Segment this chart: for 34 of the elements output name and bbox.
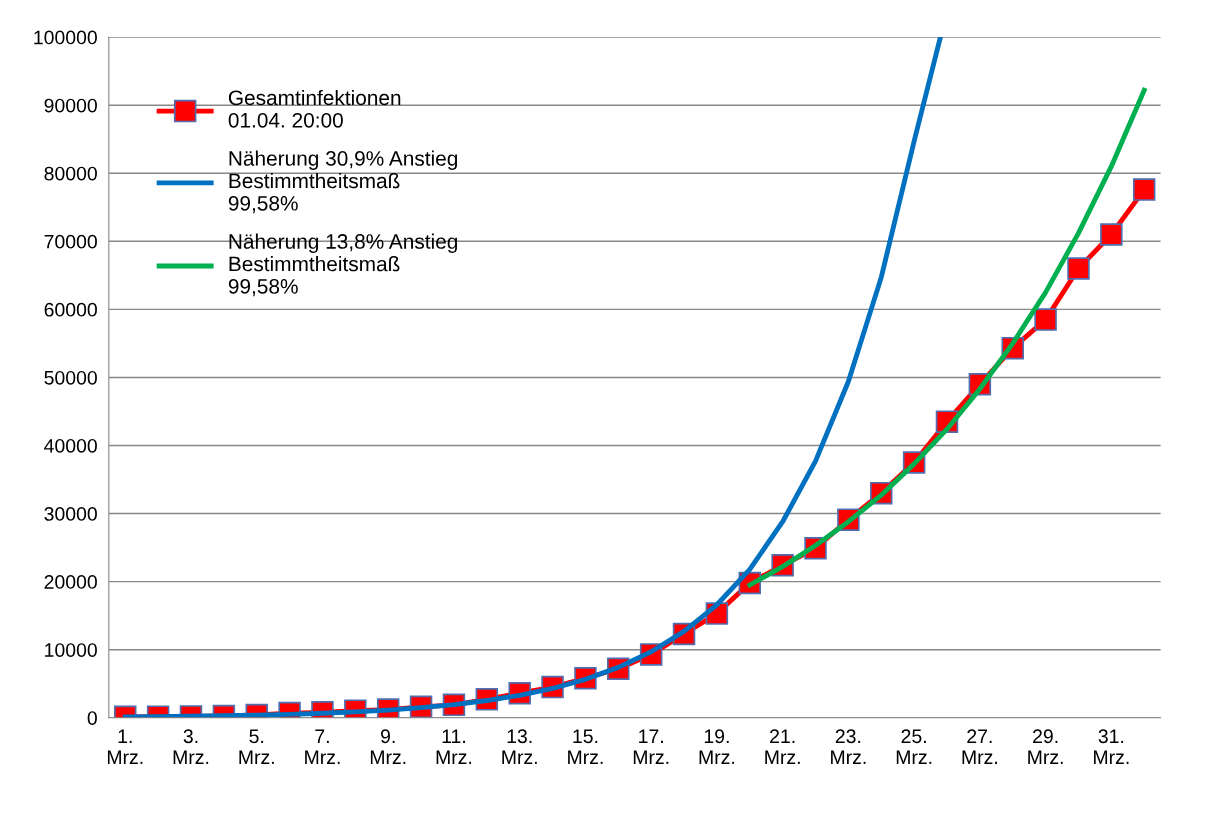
x-tick-label: 23. Mrz. bbox=[831, 729, 866, 764]
x-tick-label: 31. Mrz. bbox=[1094, 729, 1129, 764]
y-tick-label: 100000 bbox=[34, 30, 97, 45]
legend-label: Gesamtinfektionen 01.04. 20:00 bbox=[228, 89, 401, 128]
x-tick-label: 29. Mrz. bbox=[1028, 729, 1063, 764]
point bbox=[1034, 308, 1057, 331]
x-tick-label: 27. Mrz. bbox=[962, 729, 997, 764]
x-tick-label: 5. Mrz. bbox=[239, 729, 274, 764]
y-tick-label: 60000 bbox=[44, 302, 97, 317]
x-tick-label: 19. Mrz. bbox=[699, 729, 735, 764]
y-tick-label: 90000 bbox=[44, 98, 97, 113]
x-tick-label: 15. Mrz. bbox=[568, 729, 603, 764]
x-tick-label: 21. Mrz. bbox=[765, 729, 800, 764]
y-tick-label: 50000 bbox=[44, 370, 97, 385]
x-tick-label: 3. Mrz. bbox=[173, 729, 209, 764]
y-tick-label: 30000 bbox=[44, 507, 97, 521]
y-tick-label: 10000 bbox=[45, 643, 97, 657]
y-tick-label: 0 bbox=[87, 711, 97, 725]
legend-label: Näherung 13,8% Anstieg Bestimmtheitsmaß 99,58% bbox=[228, 233, 458, 297]
x-tick-label: 7. Mrz. bbox=[305, 729, 340, 764]
point bbox=[1132, 178, 1156, 201]
y-tick-label: 40000 bbox=[44, 438, 97, 453]
y-tick-label: 70000 bbox=[44, 234, 97, 249]
x-tick-label: 9. Mrz. bbox=[370, 729, 406, 764]
y-tick-label: 20000 bbox=[44, 575, 97, 589]
x-tick-label: 17. Mrz. bbox=[633, 729, 669, 764]
y-tick-label: 80000 bbox=[44, 166, 97, 181]
point bbox=[1100, 223, 1123, 246]
x-tick-label: 13. Mrz. bbox=[502, 729, 537, 764]
point bbox=[1067, 257, 1090, 280]
x-tick-label: 1. Mrz. bbox=[107, 729, 143, 764]
legend-label: Näherung 30,9% Anstieg Bestimmtheitsmaß 99,58% bbox=[228, 150, 458, 214]
x-tick-label: 11. Mrz. bbox=[436, 729, 472, 764]
x-tick-label: 25. Mrz. bbox=[896, 729, 932, 764]
